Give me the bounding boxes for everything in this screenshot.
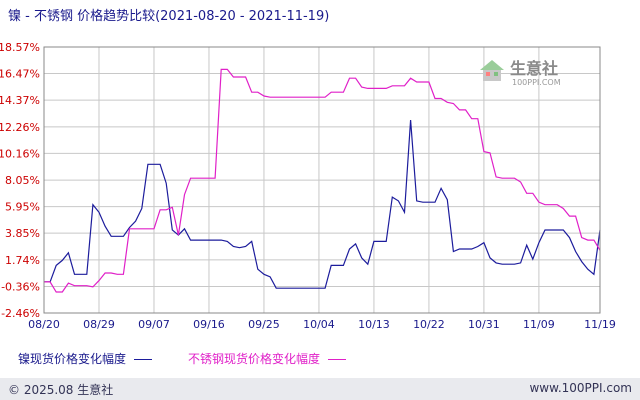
legend-label-stainless: 不锈钢现货价格变化幅度 bbox=[188, 352, 321, 366]
series-line-stainless bbox=[44, 68, 601, 293]
y-tick-label: 12.26% bbox=[0, 121, 40, 134]
copyright-text: © 2025.08 生意社 bbox=[8, 383, 114, 397]
y-tick-label: 14.37% bbox=[0, 94, 40, 107]
x-tick-label: 08/29 bbox=[83, 318, 115, 331]
y-tick-label: -2.46% bbox=[1, 307, 40, 320]
x-tick-label: 09/16 bbox=[193, 318, 225, 331]
series-line-nickel bbox=[44, 119, 601, 289]
house-icon bbox=[480, 60, 504, 81]
y-tick-label: 3.85% bbox=[5, 227, 40, 240]
series-lines bbox=[44, 68, 601, 293]
footer: © 2025.08 生意社 www.100PPI.com bbox=[0, 378, 640, 400]
x-tick-label: 09/07 bbox=[138, 318, 170, 331]
y-tick-label: 1.74% bbox=[5, 254, 40, 267]
legend-label-nickel: 镍现货价格变化幅度 bbox=[18, 352, 127, 366]
x-tick-label: 09/25 bbox=[248, 318, 280, 331]
x-tick-label: 10/04 bbox=[303, 318, 335, 331]
legend-item-stainless: 不锈钢现货价格变化幅度 bbox=[188, 350, 347, 367]
y-tick-label: -0.36% bbox=[1, 280, 40, 293]
x-tick-label: 08/20 bbox=[28, 318, 60, 331]
y-axis-ticks: 18.57% 16.47% 14.37% 12.26% 10.16% 8.05% 5.95%… bbox=[0, 41, 40, 320]
x-tick-label: 10/31 bbox=[468, 318, 500, 331]
legend-swatch-stainless bbox=[328, 359, 347, 360]
y-tick-label: 16.47% bbox=[0, 68, 40, 81]
x-tick-label: 10/13 bbox=[358, 318, 390, 331]
watermark-url: 100PPI.COM bbox=[512, 78, 561, 87]
watermark-logo: 生意社 100PPI.COM bbox=[480, 59, 561, 87]
watermark-name: 生意社 bbox=[510, 59, 558, 78]
x-tick-label: 11/09 bbox=[523, 318, 555, 331]
y-tick-label: 10.16% bbox=[0, 147, 40, 160]
y-tick-label: 5.95% bbox=[5, 201, 40, 214]
x-axis-ticks: 08/20 08/29 09/07 09/16 09/25 10/04 10/13 10/22… bbox=[28, 318, 616, 331]
site-link[interactable]: www.100PPI.com bbox=[529, 381, 632, 395]
y-tick-label: 8.05% bbox=[5, 174, 40, 187]
x-tick-label: 11/19 bbox=[584, 318, 616, 331]
legend-swatch-nickel bbox=[134, 359, 153, 360]
legend-item-nickel: 镍现货价格变化幅度 bbox=[18, 350, 153, 367]
chart-title: 镍 - 不锈钢 价格趋势比较(2021-08-20 - 2021-11-19) bbox=[8, 9, 330, 24]
plot-frame bbox=[43, 46, 601, 314]
x-tick-label: 10/22 bbox=[413, 318, 445, 331]
y-tick-label: 18.57% bbox=[0, 41, 40, 54]
